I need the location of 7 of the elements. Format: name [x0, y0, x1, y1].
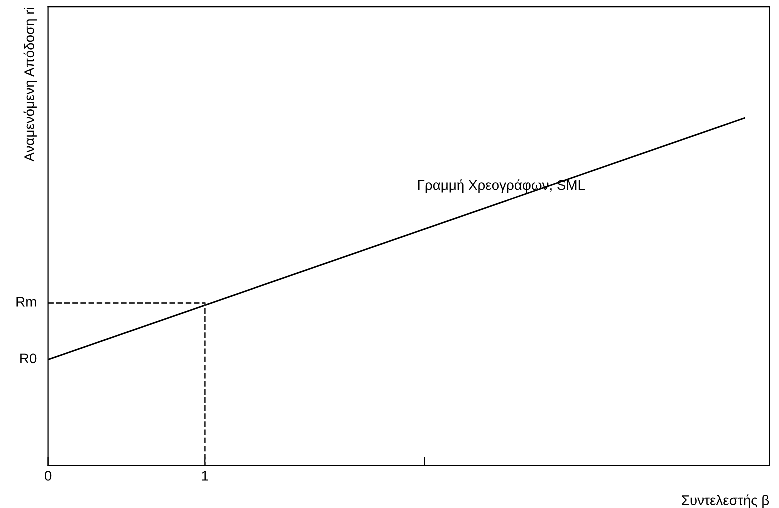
x-tick-label: 1 — [202, 471, 208, 481]
x-axis-title: Συντελεστής β — [682, 494, 770, 508]
y-axis-title: Αναμενόμενη Απόδοση ri — [24, 8, 38, 162]
x-tick-label: 0 — [44, 471, 52, 481]
series-label: Γραμμή Χρεογράφων, SML — [418, 180, 586, 193]
annotation: Rm — [16, 297, 36, 307]
annotation: R0 — [20, 354, 37, 364]
